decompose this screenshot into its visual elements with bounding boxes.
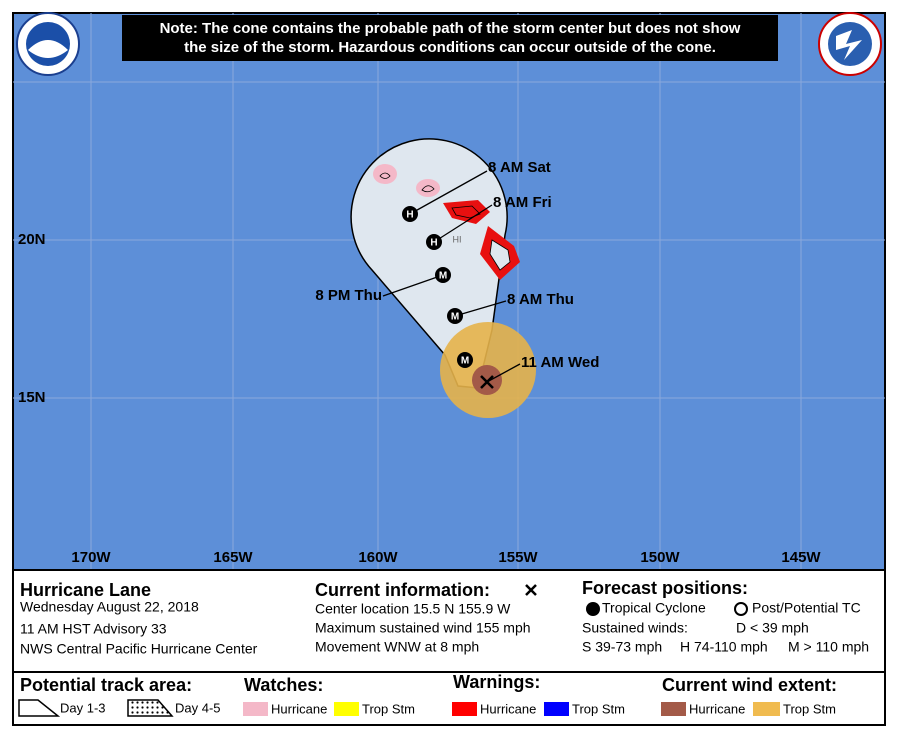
current-line: Movement WNW at 8 mph	[315, 639, 479, 655]
forecast-label: 8 AM Sat	[488, 159, 551, 176]
marker-letter: H	[406, 210, 413, 221]
forecast-key: H 74-110 mph	[680, 639, 768, 655]
islands	[373, 164, 520, 280]
legend-title: Warnings:	[453, 672, 540, 692]
lon-label: 145W	[781, 549, 821, 566]
noaa-logo	[16, 12, 80, 76]
marker-letter: H	[430, 238, 437, 249]
current-line: Maximum sustained wind 155 mph	[315, 620, 531, 636]
legend-item: Hurricane	[480, 701, 536, 716]
forecast-label: 11 AM Wed	[521, 354, 599, 371]
island-label: HI	[453, 234, 462, 244]
forecast-key: Tropical Cyclone	[602, 600, 706, 616]
current-position	[480, 375, 494, 389]
lon-label: 155W	[498, 549, 538, 566]
forecast-markers: H H M M M	[402, 206, 473, 368]
lon-label: 150W	[640, 549, 680, 566]
legend-item: Hurricane	[689, 701, 745, 716]
forecast-label: 8 AM Thu	[507, 291, 574, 308]
nws-logo	[818, 12, 882, 76]
grid	[13, 13, 885, 570]
legend-item: Day 4-5	[175, 700, 221, 715]
lon-label: 160W	[358, 549, 398, 566]
forecast-label: 8 PM Thu	[315, 287, 382, 304]
info-panel	[12, 569, 886, 726]
legend-title: Watches:	[244, 675, 323, 695]
current-line: Center location 15.5 N 155.9 W	[315, 601, 511, 617]
marker-letter: M	[451, 312, 459, 323]
marker-letter: M	[461, 356, 469, 367]
note-line: Note: The cone contains the probable pat…	[160, 20, 741, 37]
legend-item: Trop Stm	[572, 701, 625, 716]
current-title: Current information:	[315, 580, 490, 600]
hurricane-wind-extent	[472, 365, 502, 395]
storm-line: NWS Central Pacific Hurricane Center	[20, 641, 258, 657]
note-box	[122, 15, 778, 61]
lon-label: 170W	[71, 549, 111, 566]
forecast-key: Sustained winds:	[582, 620, 688, 636]
lat-label: 15N	[18, 389, 46, 406]
leaders	[382, 170, 521, 383]
legend-item: Trop Stm	[362, 701, 415, 716]
forecast-key: S 39-73 mph	[582, 639, 662, 655]
marker-letter: M	[439, 271, 447, 282]
forecast-label: 8 AM Fri	[493, 194, 552, 211]
lon-label: 165W	[213, 549, 253, 566]
legend-item: Hurricane	[271, 701, 327, 716]
legend-title: Current wind extent:	[662, 675, 837, 695]
storm-line: 11 AM HST Advisory 33	[20, 621, 167, 637]
lat-label: 20N	[18, 231, 46, 248]
forecast-key: Post/Potential TC	[752, 600, 861, 616]
forecast-key: M > 110 mph	[788, 639, 869, 655]
note-line: the size of the storm. Hazardous conditi…	[184, 39, 716, 56]
legend-item: Trop Stm	[783, 701, 836, 716]
storm-line: Wednesday August 22, 2018	[20, 599, 199, 615]
forecast-key: D < 39 mph	[736, 620, 809, 636]
legend-title: Potential track area:	[20, 675, 192, 695]
storm-name: Hurricane Lane	[20, 580, 151, 600]
legend-item: Day 1-3	[60, 700, 106, 715]
forecast-title: Forecast positions:	[582, 578, 748, 598]
